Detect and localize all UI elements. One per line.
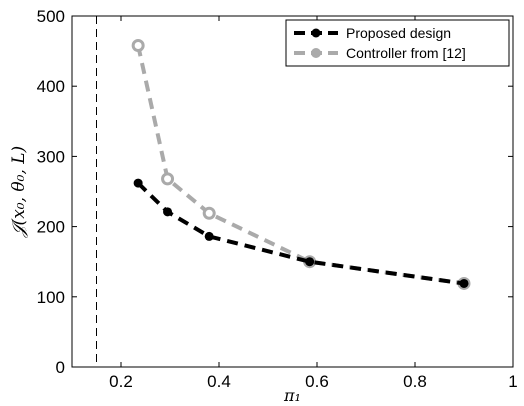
data-point-proposed-design	[305, 257, 315, 267]
data-point-proposed-design	[459, 278, 469, 288]
y-tick-label: 200	[37, 218, 65, 237]
legend-marker-controller-from-12	[311, 48, 321, 58]
data-point-proposed-design	[204, 231, 214, 241]
series-line-controller-from-12	[136, 45, 465, 286]
legend: Proposed design Controller from [12]	[285, 19, 510, 67]
data-layer	[96, 16, 471, 367]
y-tick-label: 400	[37, 77, 65, 96]
y-axis-label: 𝒥(x₀, θ₀, L)	[9, 146, 29, 238]
legend-label-controller-from-12: Controller from [12]	[346, 45, 466, 61]
x-tick-label: 0.8	[403, 372, 427, 391]
axes-layer: 0.2 0.4 0.6 0.8 1 0 100 200 300 400 500 π₁ 𝒥(x₀, θ₀,…	[9, 7, 518, 405]
legend-marker-proposed-design	[311, 28, 321, 38]
x-tick-label: 1	[508, 372, 517, 391]
data-point-controller-from-12	[202, 206, 216, 220]
x-tick-label: 0.4	[207, 372, 231, 391]
y-tick-label: 300	[37, 147, 65, 166]
y-tick-label: 500	[37, 7, 65, 26]
legend-label-proposed-design: Proposed design	[346, 25, 451, 41]
series-line-proposed-design	[136, 181, 465, 286]
y-tick-label: 100	[37, 288, 65, 307]
y-tick-label: 0	[56, 358, 65, 377]
x-tick-label: 0.6	[305, 372, 329, 391]
plot-frame	[71, 15, 514, 368]
x-tick-label: 0.2	[109, 372, 133, 391]
data-point-proposed-design	[163, 207, 173, 217]
data-point-controller-from-12	[161, 172, 175, 186]
x-axis-label: π₁	[283, 386, 301, 405]
data-point-controller-from-12	[131, 38, 145, 52]
data-point-proposed-design	[133, 178, 143, 188]
legend-box	[285, 19, 510, 67]
